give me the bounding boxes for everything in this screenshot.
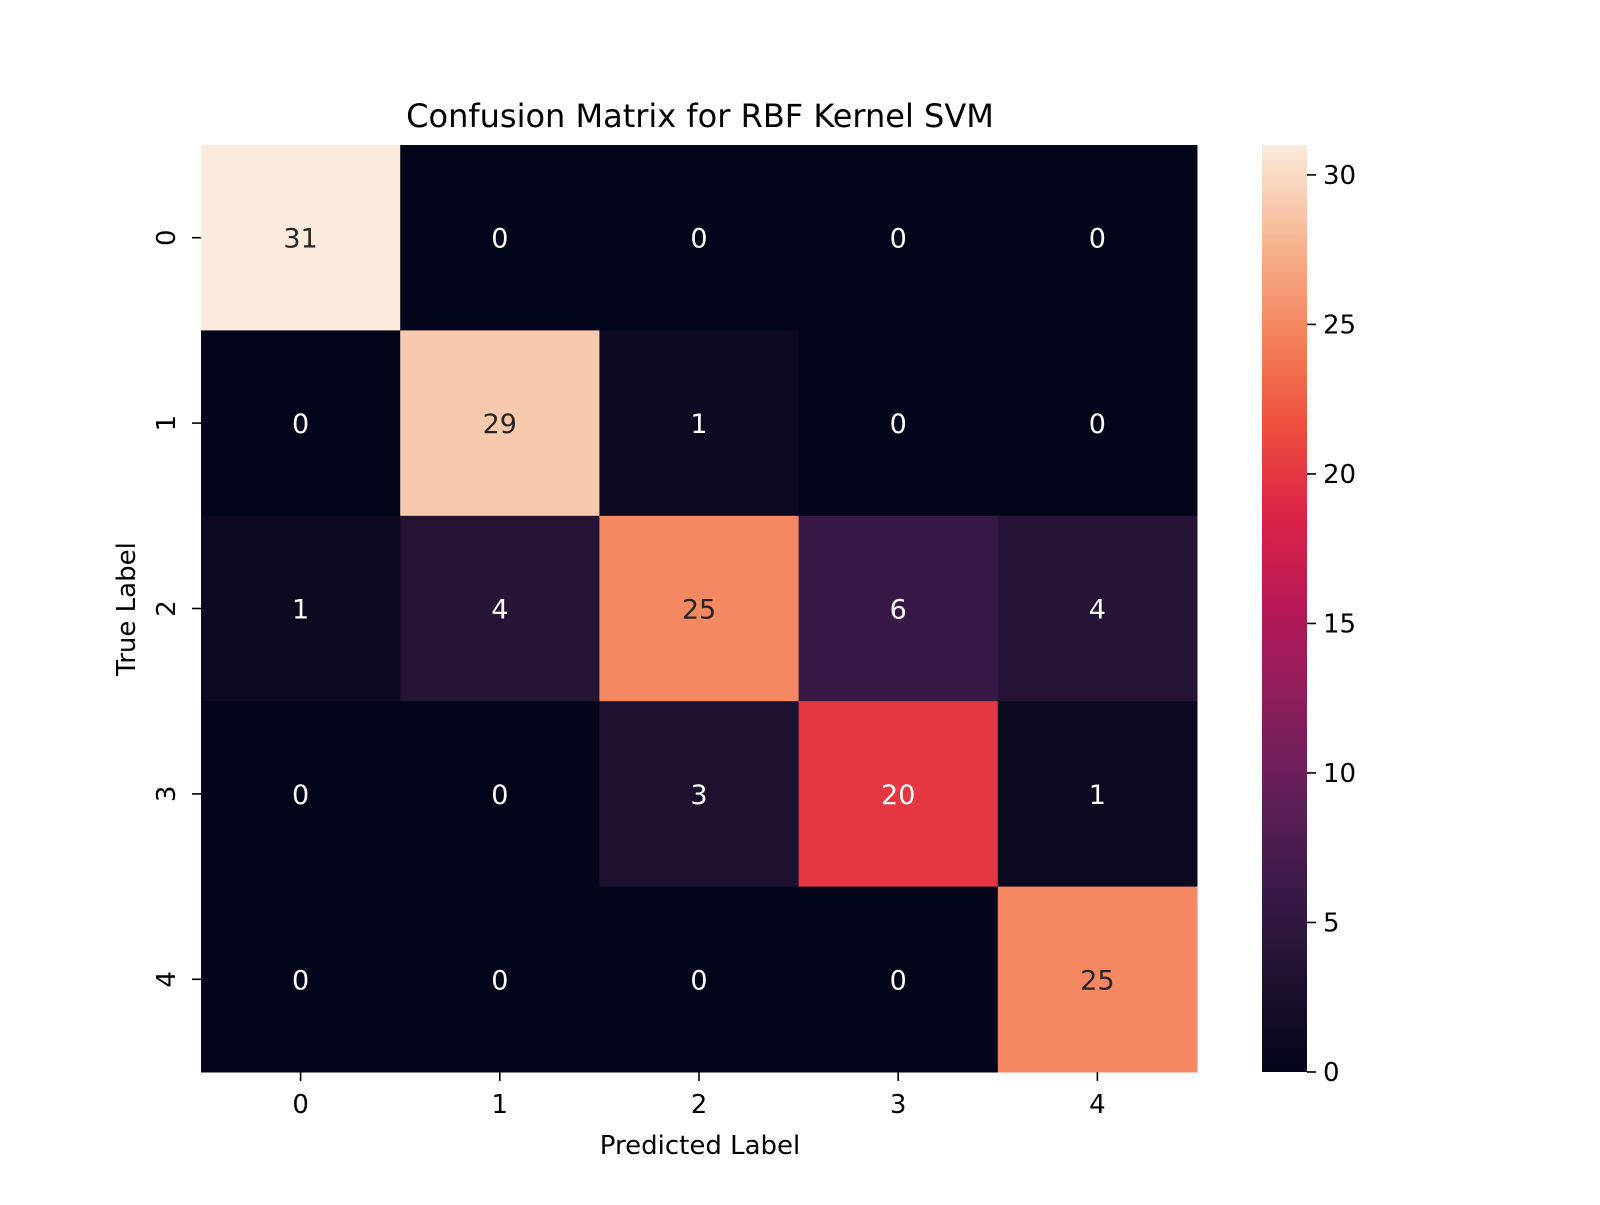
cell-4-0: [201, 886, 401, 1073]
cell-4-2: [599, 886, 800, 1073]
colorbar-tick-label-30: 30: [1323, 161, 1356, 191]
x-tick-label-2: 2: [691, 1090, 708, 1120]
x-tick-label-4: 4: [1089, 1090, 1106, 1120]
x-tick-label-1: 1: [492, 1090, 509, 1120]
cell-3-0: [201, 701, 401, 888]
cell-3-1: [400, 701, 600, 888]
y-tick-label-2: 2: [152, 600, 182, 617]
cell-label-1-4: 0: [1089, 409, 1106, 440]
cell-label-2-4: 4: [1089, 595, 1106, 626]
x-tick-label-0: 0: [292, 1090, 309, 1120]
heatmap-cells: 31 0 0 0 00 29 1 0 01 4 25 6 40 0 3 20 10 0 0 0 25: [201, 145, 1198, 1073]
cell-label-3-1: 0: [491, 780, 508, 811]
cell-label-0-0: 31: [283, 224, 317, 255]
cell-4-1: [400, 886, 600, 1073]
y-tick-label-0: 0: [152, 229, 182, 246]
cell-3-3: [798, 701, 999, 888]
cell-label-3-3: 20: [881, 780, 915, 811]
cell-0-2: [599, 145, 800, 331]
cell-1-0: [201, 330, 401, 517]
colorbar-tick-label-25: 25: [1323, 310, 1356, 340]
cell-0-4: [997, 145, 1198, 331]
x-tick-label-3: 3: [890, 1090, 907, 1120]
cell-2-2: [599, 515, 800, 702]
cell-2-4: [997, 515, 1198, 702]
x-axis-label: Predicted Label: [600, 1131, 800, 1161]
cell-4-4: [997, 886, 1198, 1073]
y-axis-label: True Label: [112, 542, 142, 677]
y-tick-label-4: 4: [152, 971, 182, 988]
colorbar-tick-label-0: 0: [1323, 1058, 1340, 1088]
cell-4-3: [798, 886, 999, 1073]
cell-label-0-2: 0: [690, 224, 707, 255]
cell-label-3-0: 0: [292, 780, 309, 811]
colorbar-tick-label-10: 10: [1323, 759, 1356, 789]
cell-1-3: [798, 330, 999, 517]
cell-label-4-4: 25: [1080, 965, 1114, 996]
colorbar-gradient: [1262, 145, 1307, 1072]
colorbar-tick-label-20: 20: [1323, 460, 1356, 490]
cell-label-1-0: 0: [292, 409, 309, 440]
cell-3-2: [599, 701, 800, 888]
cell-label-4-1: 0: [491, 965, 508, 996]
colorbar: 0 5 10 15 20 25 30: [1262, 145, 1356, 1088]
cell-label-4-0: 0: [292, 965, 309, 996]
cell-label-3-4: 1: [1089, 780, 1106, 811]
cell-2-0: [201, 515, 401, 702]
colorbar-tick-label-5: 5: [1323, 908, 1340, 938]
x-axis: 0 1 2 3 4: [292, 1072, 1106, 1120]
cell-label-3-2: 3: [690, 780, 707, 811]
cell-label-4-3: 0: [890, 965, 907, 996]
cell-2-1: [400, 515, 600, 702]
cell-1-2: [599, 330, 800, 517]
cell-0-0: [201, 145, 401, 331]
cell-label-4-2: 0: [690, 965, 707, 996]
cell-label-0-3: 0: [890, 224, 907, 255]
colorbar-tick-label-15: 15: [1323, 609, 1356, 639]
cell-label-2-0: 1: [292, 595, 309, 626]
cell-0-3: [798, 145, 999, 331]
cell-2-3: [798, 515, 999, 702]
cell-label-2-3: 6: [890, 595, 907, 626]
cell-label-0-1: 0: [491, 224, 508, 255]
cell-0-1: [400, 145, 600, 331]
cell-3-4: [997, 701, 1198, 888]
cell-label-2-1: 4: [491, 595, 508, 626]
cell-1-1: [400, 330, 600, 517]
y-tick-label-3: 3: [152, 786, 182, 803]
y-axis: 0 1 2 3 4: [152, 229, 201, 988]
cell-label-1-2: 1: [690, 409, 707, 440]
y-tick-label-1: 1: [152, 415, 182, 432]
cell-label-1-3: 0: [890, 409, 907, 440]
cell-1-4: [997, 330, 1198, 517]
cell-label-2-2: 25: [682, 595, 716, 626]
cell-label-0-4: 0: [1089, 224, 1106, 255]
chart-title: Confusion Matrix for RBF Kernel SVM: [406, 97, 994, 135]
cell-label-1-1: 29: [483, 409, 517, 440]
